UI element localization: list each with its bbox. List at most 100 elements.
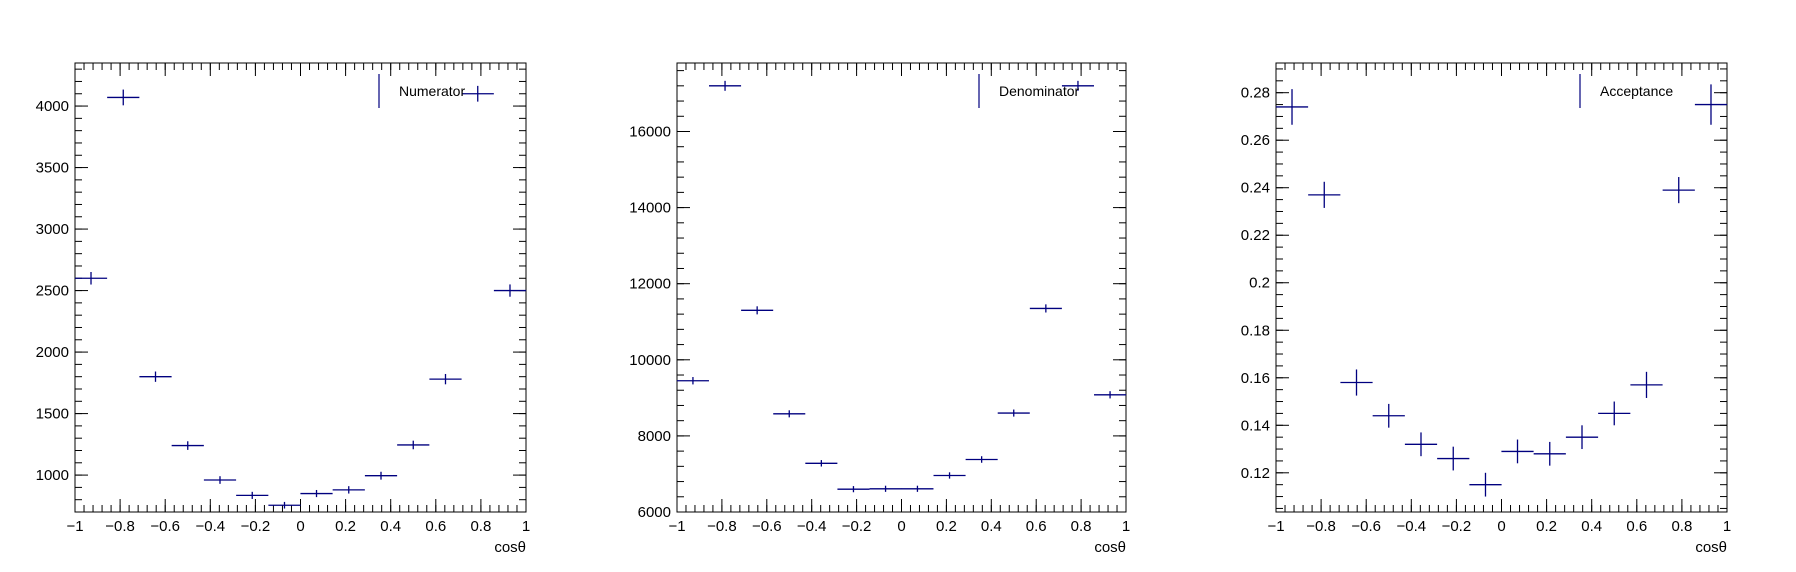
x-tick-label: 0.2: [335, 518, 356, 535]
y-tick-label: 2500: [36, 283, 69, 300]
data-point: [139, 371, 172, 382]
tick-labels-acceptance: −1 −0.8 −0.6 −0.4 −0.2 0 0.2 0.4 0.6 0.8 1 0.12 0.14…: [1241, 85, 1731, 535]
x-tick-label: −0.8: [105, 518, 135, 535]
data-point: [203, 476, 237, 484]
y-tick-label: 16000: [629, 123, 671, 140]
x-axis-label-acceptance: cosθ: [1695, 539, 1727, 556]
data-point: [1061, 80, 1094, 91]
data-point: [1630, 371, 1663, 398]
data-points-denominator: [676, 80, 1127, 493]
data-point: [332, 486, 365, 494]
data-points-numerator: [74, 85, 527, 509]
x-tick-label: −0.6: [752, 518, 782, 535]
legend-label-numerator: Numerator: [399, 83, 465, 99]
x-tick-label: −0.4: [1396, 518, 1426, 535]
x-tick-label: −1: [1267, 518, 1284, 535]
data-point: [805, 460, 838, 467]
data-point: [300, 489, 333, 498]
data-point: [709, 80, 742, 91]
x-tick-label: −0.6: [1351, 518, 1381, 535]
data-point: [268, 501, 301, 509]
y-tick-label: 1000: [36, 467, 69, 484]
y-tick-label: 0.22: [1241, 227, 1270, 244]
data-point: [171, 441, 204, 450]
x-tick-label: 1: [522, 518, 530, 535]
legend-acceptance: Acceptance: [1579, 74, 1673, 108]
data-point: [1533, 441, 1566, 466]
y-tick-label: 0.14: [1241, 417, 1270, 434]
data-points-acceptance: [1275, 84, 1728, 497]
data-point: [676, 377, 709, 385]
x-tick-label: 0.4: [380, 518, 401, 535]
y-tick-label: 3000: [36, 221, 69, 238]
data-point: [1029, 304, 1062, 313]
data-point: [1694, 84, 1728, 125]
data-point: [1340, 369, 1373, 396]
y-tick-label: 4000: [36, 98, 69, 115]
data-point: [997, 409, 1030, 417]
y-tick-label: 0.24: [1241, 180, 1270, 197]
x-tick-label: −1: [668, 518, 685, 535]
tick-labels-numerator: −1 −0.8 −0.6 −0.4 −0.2 0 0.2 0.4 0.6 0.8 1 1000 1500…: [36, 98, 531, 535]
legend-label-acceptance: Acceptance: [1600, 83, 1673, 99]
data-point: [901, 485, 934, 492]
data-point: [1275, 89, 1309, 125]
x-tick-label: −0.4: [195, 518, 225, 535]
y-tick-label: 10000: [629, 352, 671, 369]
legend-label-denominator: Denominator: [999, 83, 1079, 99]
x-tick-label: 0.8: [1071, 518, 1092, 535]
data-point: [364, 471, 398, 480]
x-tick-label: 1: [1723, 518, 1731, 535]
y-tick-label: 6000: [638, 504, 671, 521]
data-point: [1565, 425, 1599, 450]
x-tick-label: 0.4: [981, 518, 1002, 535]
data-point: [1662, 177, 1695, 204]
data-point: [965, 456, 998, 463]
y-tick-label: 0.16: [1241, 370, 1270, 387]
x-tick-label: 0.6: [1626, 518, 1647, 535]
y-tick-label: 0.26: [1241, 132, 1270, 149]
data-point: [1437, 446, 1470, 471]
x-axis-label-numerator: cosθ: [494, 539, 526, 556]
x-tick-label: 0: [296, 518, 304, 535]
x-tick-label: −0.8: [707, 518, 737, 535]
x-tick-label: −0.4: [797, 518, 827, 535]
x-tick-label: −0.2: [241, 518, 271, 535]
data-point: [74, 272, 108, 285]
x-tick-label: −0.2: [1442, 518, 1472, 535]
data-point: [869, 485, 902, 492]
data-point: [837, 486, 870, 493]
data-point: [1501, 439, 1534, 464]
legend-numerator: Numerator: [378, 74, 465, 108]
x-tick-label: 0.8: [1671, 518, 1692, 535]
x-tick-label: 0.2: [936, 518, 957, 535]
y-tick-label: 0.18: [1241, 322, 1270, 339]
axis-ticks-acceptance: [1275, 63, 1728, 512]
y-tick-label: 0.28: [1241, 85, 1270, 102]
data-point: [461, 85, 494, 102]
data-point: [1094, 391, 1127, 399]
x-tick-label: 1: [1122, 518, 1130, 535]
y-tick-label: 8000: [638, 428, 671, 445]
data-point: [741, 306, 774, 315]
panel-acceptance: −1 −0.8 −0.6 −0.4 −0.2 0 0.2 0.4 0.6 0.8 1 0.12 0.14…: [1241, 62, 1731, 556]
data-point: [1372, 403, 1405, 428]
y-tick-label: 0.12: [1241, 465, 1270, 482]
data-point: [236, 491, 269, 499]
data-point: [397, 440, 430, 450]
y-tick-label: 12000: [629, 276, 671, 293]
x-tick-label: 0.6: [1026, 518, 1047, 535]
x-tick-label: −0.8: [1306, 518, 1336, 535]
y-tick-label: 2000: [36, 344, 69, 361]
data-point: [429, 373, 462, 385]
x-tick-label: −0.2: [842, 518, 872, 535]
data-point: [773, 410, 806, 418]
y-tick-label: 3500: [36, 160, 69, 177]
tick-labels-denominator: −1 −0.8 −0.6 −0.4 −0.2 0 0.2 0.4 0.6 0.8 160008000…: [629, 123, 1130, 535]
y-tick-label: 0.2: [1249, 275, 1270, 292]
data-point: [1469, 472, 1502, 497]
x-axis-label-denominator: cosθ: [1094, 539, 1126, 556]
panel-denominator: −1 −0.8 −0.6 −0.4 −0.2 0 0.2 0.4 0.6 0.8 160008000…: [629, 62, 1130, 556]
